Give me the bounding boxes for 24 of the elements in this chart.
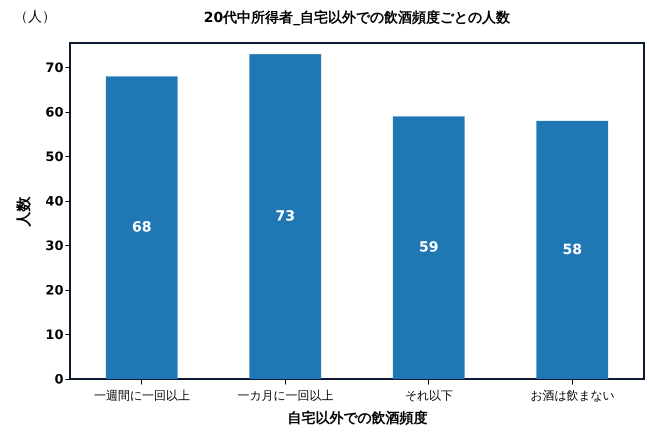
bar [536,120,608,379]
bar [106,76,178,379]
data-label: 58 [562,242,582,258]
y-tick-label: 30 [45,238,64,254]
y-axis-title: 人数 [14,196,32,228]
bar [392,116,465,379]
y-tick-label: 70 [45,60,64,76]
text: （人） [14,8,56,26]
x-tick-label: 一週間に一回以上 [94,388,190,402]
x-axis-title: 自宅以外での飲酒頻度 [288,410,428,426]
x-tick-label: お酒は飲まない [530,388,614,402]
y-tick-label: 50 [45,150,64,165]
y-tick-label: 10 [45,328,64,343]
x-tick-label: それ以下 [404,388,453,402]
data-label: 73 [276,208,295,225]
x-tick-label: 一カ月に一回以上 [237,388,334,402]
chart-title: 20代中所得者_自宅以外での飲酒頻度ごとの人数 [204,9,512,26]
data-label: 68 [132,220,152,236]
data-label: 59 [419,240,438,256]
y-tick-label: 20 [45,283,64,298]
y-tick-label: 60 [45,105,64,120]
y-tick-label: 40 [45,194,64,210]
bar [249,54,322,379]
y-tick-label: 0 [54,372,64,388]
